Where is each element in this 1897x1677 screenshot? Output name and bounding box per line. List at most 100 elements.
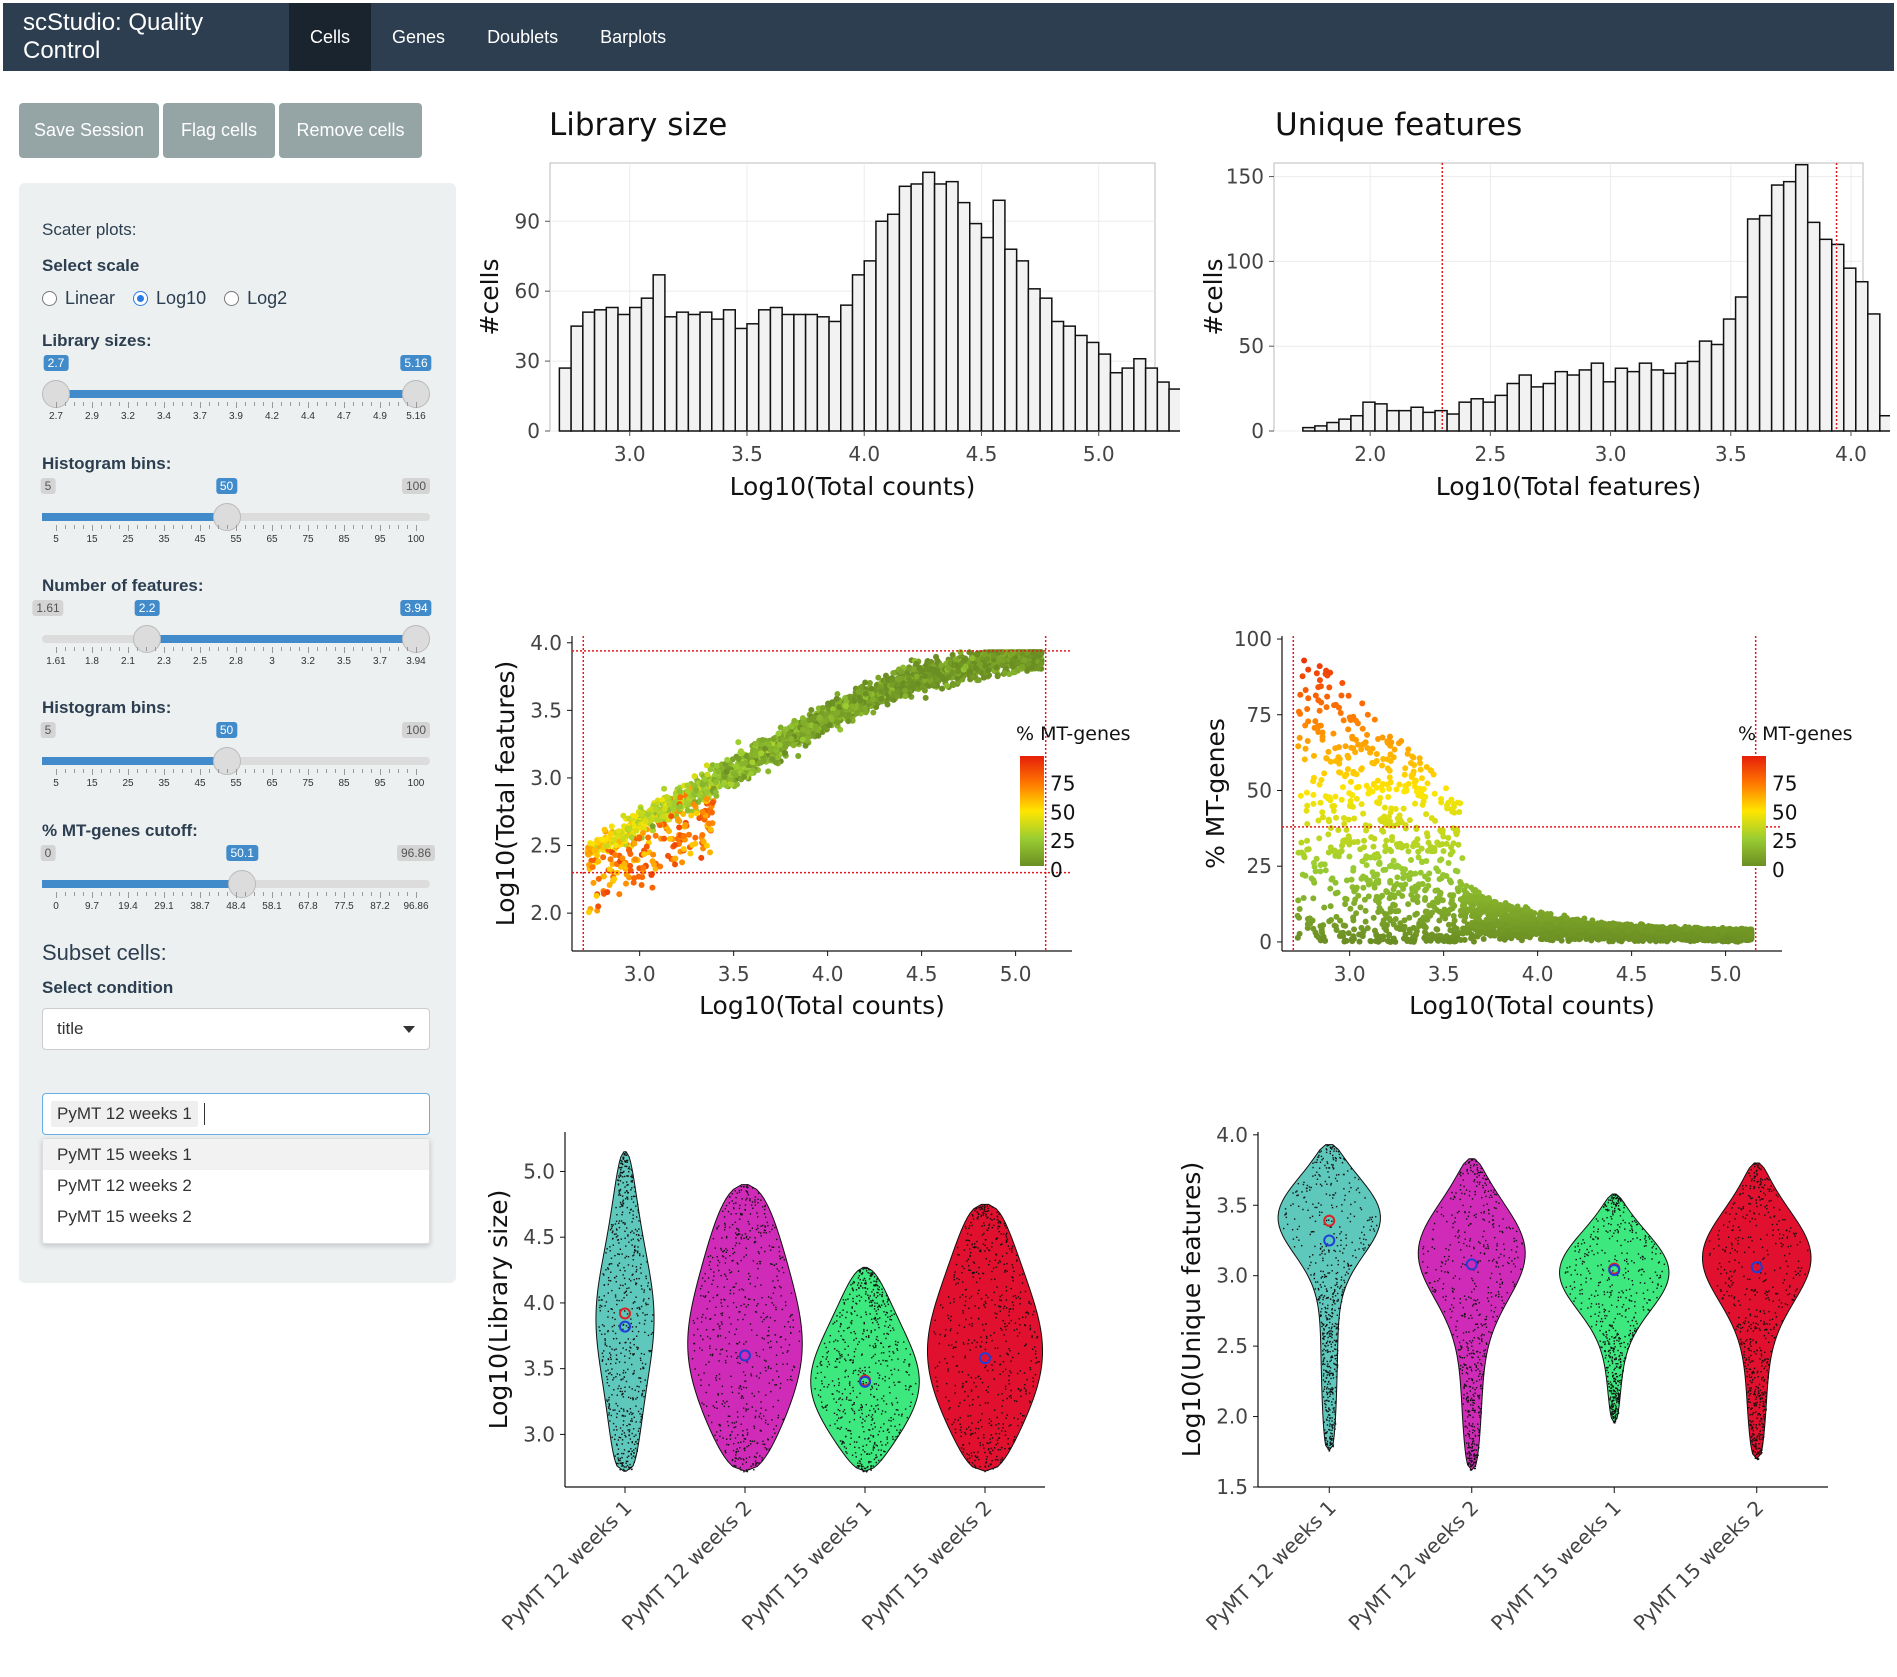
scatter-point (712, 789, 719, 796)
scatter-point (957, 649, 964, 656)
slider-minor-tick (119, 525, 120, 529)
scatter-point (1368, 938, 1375, 945)
dropdown-option[interactable]: PyMT 15 weeks 1 (43, 1139, 429, 1170)
scatter-point (1345, 692, 1352, 699)
scatter-point (677, 803, 684, 810)
histogram-bins-2-slider[interactable]: 5 100 50 5 15 25 35 45 55 65 75 85 95 100 (40, 722, 431, 802)
scatter-point (1359, 700, 1366, 707)
remove-cells-button[interactable]: Remove cells (279, 103, 422, 158)
scatter-point (918, 668, 925, 675)
slider-min-label: 0 (40, 845, 56, 861)
slider-handle[interactable] (212, 747, 241, 775)
scatter-point (724, 756, 731, 763)
scatter-point (758, 750, 765, 757)
histogram-bar (1855, 280, 1869, 432)
scatter-point (641, 851, 648, 858)
slider-minor-tick (137, 892, 138, 896)
slider-minor-tick (173, 892, 174, 896)
scale-option-log10[interactable]: Log10 (133, 288, 206, 309)
scatter-point (843, 703, 850, 710)
chart-title: Unique features (1275, 107, 1522, 143)
dropdown-option[interactable]: PyMT 15 weeks 2 (57, 1206, 192, 1226)
radio-checked-icon[interactable] (133, 291, 149, 306)
scatter-point (611, 836, 618, 843)
mt-cutoff-slider[interactable]: 0 96.86 50.1 0 9.7 19.4 29.1 38.7 48.4 58.1 67.8 77… (40, 845, 436, 925)
slider-minor-tick (371, 892, 372, 896)
selected-chip[interactable]: PyMT 12 weeks 1 (51, 1101, 198, 1127)
tab-genes[interactable]: Genes (392, 26, 446, 47)
scatter-point (685, 831, 692, 838)
slider-tick (272, 402, 273, 408)
scatter-point (637, 810, 644, 817)
histogram-bins-label: Histogram bins: (42, 454, 172, 473)
slider-tick (164, 402, 165, 408)
slider-tick (128, 525, 129, 531)
slider-minor-tick (146, 892, 147, 896)
library-size-slider[interactable]: 2.7 5.16 2.7 2.9 3.2 3.4 3.7 3.9 4.2 4.4 4.7 4.9 5.1… (42, 355, 432, 435)
slider-minor-tick (227, 769, 228, 773)
app-brand[interactable]: scStudio: Quality Control (23, 9, 204, 64)
scatter-point (759, 736, 766, 743)
slider-tick (56, 402, 57, 408)
slider-min-label: 5 (40, 478, 56, 494)
histogram-bar (605, 306, 619, 432)
slider-minor-tick (218, 892, 219, 896)
scatter-point (1037, 649, 1044, 656)
scatter-point (1304, 706, 1311, 713)
histogram-bar (722, 309, 737, 432)
scatter-point (699, 831, 706, 838)
scale-option-log2[interactable]: Log2 (224, 288, 287, 309)
scatter-point (834, 691, 841, 698)
scale-option-linear[interactable]: Linear (42, 288, 115, 309)
scatter-point (660, 813, 667, 820)
scatter-point (665, 852, 672, 859)
scatter-point (1445, 921, 1452, 928)
tab-barplots[interactable]: Barplots (600, 26, 667, 47)
save-session-button[interactable]: Save Session (19, 103, 159, 158)
subset-input[interactable]: PyMT 12 weeks 1 (42, 1093, 430, 1135)
caret-down-icon (403, 1025, 415, 1033)
library-sizes-label: Library sizes: (42, 331, 152, 350)
slider-minor-tick (398, 647, 399, 651)
scatter-point (1356, 938, 1363, 945)
scatter-point (1305, 666, 1312, 673)
slider-tick (308, 525, 309, 531)
radio-icon[interactable] (42, 291, 57, 306)
features-slider[interactable]: 1.613.942.23.941.611.82.12.32.52.833.23.… (32, 600, 432, 680)
histogram-bins-slider[interactable]: 5 100 50 5 15 25 35 45 55 65 75 85 95 100 (40, 478, 431, 558)
scatter-point (974, 651, 981, 658)
slider-minor-tick (74, 525, 75, 529)
x-tick-label: 2.0 (1354, 442, 1386, 466)
scatter-point (666, 835, 673, 842)
tab-doublets[interactable]: Doublets (487, 26, 559, 47)
scatter-point (684, 807, 691, 814)
slider-fill (56, 390, 416, 398)
tab-cells[interactable]: Cells (289, 3, 372, 71)
scatter-point (1339, 784, 1346, 791)
scatter-point (1362, 907, 1369, 914)
histogram-bar (1650, 369, 1665, 432)
slider-handle[interactable] (212, 503, 241, 531)
slider-tick (92, 402, 93, 408)
flag-cells-button[interactable]: Flag cells (163, 103, 275, 158)
scatter-point (977, 661, 984, 668)
condition-select[interactable]: title (42, 1008, 430, 1050)
scatter-point (1415, 854, 1422, 861)
scatter-point (1445, 834, 1452, 841)
radio-icon[interactable] (224, 291, 240, 306)
histogram-bar (570, 325, 584, 432)
dropdown-option[interactable]: PyMT 12 weeks 2 (57, 1175, 192, 1195)
scatter-point (1375, 735, 1382, 742)
slider-handle[interactable] (228, 870, 257, 898)
scatter-point (1395, 907, 1402, 914)
scatter-point (706, 820, 713, 827)
scatter-point (734, 781, 741, 788)
scatter-point (1475, 916, 1482, 923)
scatter-point (1397, 920, 1404, 927)
scatter-point (830, 706, 837, 713)
y-tick-label: 0 (1251, 419, 1264, 443)
histogram-bar (1362, 401, 1376, 432)
slider-minor-tick (101, 647, 102, 651)
